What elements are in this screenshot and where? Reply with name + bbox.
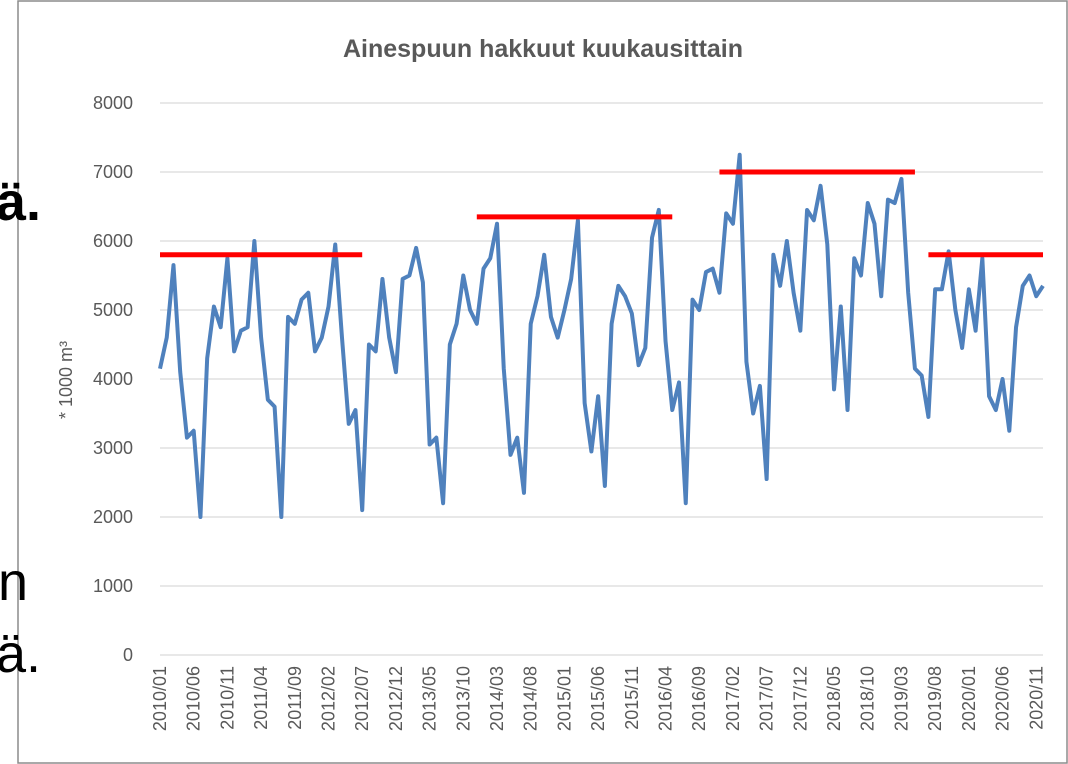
x-tick-label: 2018/10 <box>858 666 878 731</box>
y-tick-label: 3000 <box>93 438 133 458</box>
x-tick-label: 2020/01 <box>959 666 979 731</box>
y-tick-label: 2000 <box>93 507 133 527</box>
background-text: n <box>0 552 28 612</box>
x-tick-label: 2020/06 <box>993 666 1013 731</box>
x-tick-label: 2015/01 <box>554 666 574 731</box>
x-tick-label: 2016/09 <box>689 666 709 731</box>
x-tick-label: 2015/06 <box>588 666 608 731</box>
x-tick-label: 2017/02 <box>723 666 743 731</box>
y-tick-label: 1000 <box>93 576 133 596</box>
x-tick-label: 2010/11 <box>217 666 237 730</box>
x-tick-label: 2019/03 <box>891 666 911 731</box>
x-tick-label: 2013/10 <box>453 666 473 731</box>
x-tick-label: 2014/03 <box>487 666 507 731</box>
y-tick-label: 0 <box>123 645 133 665</box>
y-tick-label: 7000 <box>93 162 133 182</box>
x-tick-label: 2011/04 <box>251 666 271 730</box>
y-tick-label: 4000 <box>93 369 133 389</box>
x-tick-label: 2013/05 <box>420 666 440 731</box>
x-tick-label: 2017/12 <box>790 666 810 731</box>
x-tick-label: 2010/06 <box>184 666 204 731</box>
x-tick-label: 2014/08 <box>521 666 541 731</box>
background-text: ä. <box>0 172 41 232</box>
x-tick-label: 2012/02 <box>319 666 339 731</box>
x-tick-label: 2012/07 <box>352 666 372 731</box>
chart-frame <box>17 0 1068 764</box>
series-line <box>158 152 1045 519</box>
y-tick-label: 8000 <box>93 93 133 113</box>
y-tick-label: 5000 <box>93 300 133 320</box>
y-tick-label: 6000 <box>93 231 133 251</box>
x-tick-label: 2015/11 <box>622 666 642 730</box>
x-tick-label: 2020/11 <box>1026 666 1046 730</box>
x-tick-label: 2017/07 <box>757 666 777 731</box>
background-text: ä. <box>0 624 41 684</box>
x-tick-label: 2018/05 <box>824 666 844 731</box>
x-tick-label: 2010/01 <box>150 666 170 731</box>
x-tick-label: 2019/08 <box>925 666 945 731</box>
series-line <box>160 169 1043 258</box>
y-axis-label: * 1000 m³ <box>56 341 76 419</box>
x-tick-label: 2012/12 <box>386 666 406 731</box>
x-tick-label: 2016/04 <box>656 666 676 731</box>
x-tick-label: 2011/09 <box>285 666 305 730</box>
chart-title: Ainespuun hakkuut kuukausittain <box>343 35 743 63</box>
